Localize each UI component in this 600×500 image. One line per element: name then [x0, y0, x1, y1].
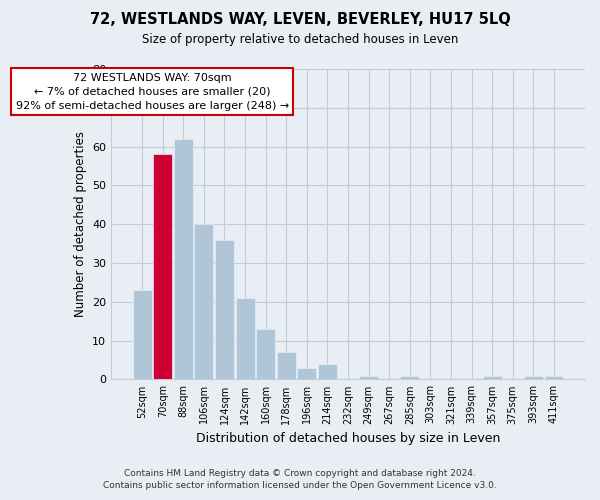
Bar — [236, 298, 254, 380]
X-axis label: Distribution of detached houses by size in Leven: Distribution of detached houses by size … — [196, 432, 500, 445]
Bar — [545, 376, 563, 380]
Bar — [524, 376, 543, 380]
Bar — [483, 376, 502, 380]
Text: 72 WESTLANDS WAY: 70sqm
← 7% of detached houses are smaller (20)
92% of semi-det: 72 WESTLANDS WAY: 70sqm ← 7% of detached… — [16, 73, 289, 111]
Bar — [133, 290, 152, 380]
Text: Size of property relative to detached houses in Leven: Size of property relative to detached ho… — [142, 32, 458, 46]
Bar — [359, 376, 378, 380]
Text: Contains HM Land Registry data © Crown copyright and database right 2024.
Contai: Contains HM Land Registry data © Crown c… — [103, 468, 497, 490]
Bar — [318, 364, 337, 380]
Bar — [256, 329, 275, 380]
Bar — [174, 139, 193, 380]
Bar — [194, 224, 214, 380]
Bar — [215, 240, 234, 380]
Bar — [153, 154, 172, 380]
Text: 72, WESTLANDS WAY, LEVEN, BEVERLEY, HU17 5LQ: 72, WESTLANDS WAY, LEVEN, BEVERLEY, HU17… — [89, 12, 511, 28]
Y-axis label: Number of detached properties: Number of detached properties — [74, 131, 86, 317]
Bar — [400, 376, 419, 380]
Bar — [277, 352, 296, 380]
Bar — [298, 368, 316, 380]
